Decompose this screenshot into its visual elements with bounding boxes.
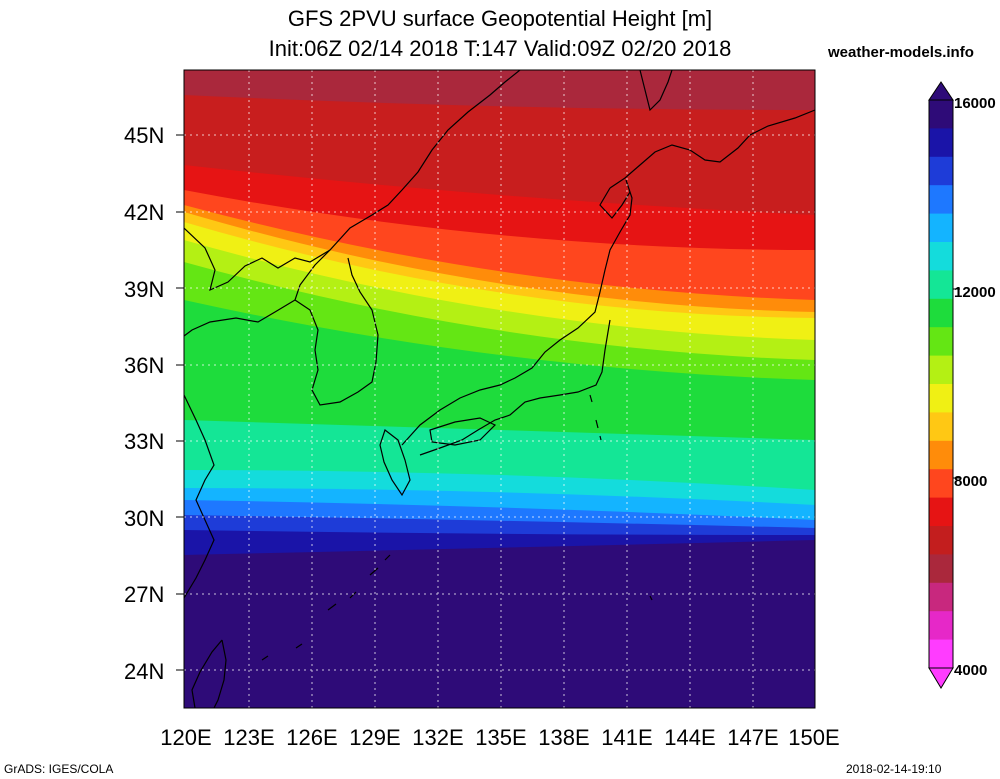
- coast-taiwan: [191, 639, 227, 708]
- coast-shikoku: [429, 417, 497, 446]
- lat-label: 39N: [124, 277, 164, 302]
- coast-ryukyu: [261, 554, 391, 661]
- lon-label: 129E: [349, 725, 400, 750]
- colorbar-segment: [929, 412, 953, 442]
- colorbar-segment: [929, 611, 953, 641]
- lon-label: 147E: [727, 725, 778, 750]
- lat-axis: 45N 42N 39N 36N 33N 30N 27N 24N: [124, 123, 184, 684]
- lon-label: 120E: [160, 725, 211, 750]
- colorbar-segment: [929, 156, 953, 186]
- lat-label: 42N: [124, 200, 164, 225]
- colorbar-segment: [929, 128, 953, 158]
- colorbar-segment: [929, 298, 953, 328]
- colorbar-segment: [929, 497, 953, 527]
- map-frame: [183, 69, 816, 709]
- colorbar-segment: [929, 270, 953, 300]
- colorbar-segment: [929, 213, 953, 243]
- lon-label: 135E: [475, 725, 526, 750]
- colorbar-segment: [929, 355, 953, 385]
- lat-label: 45N: [124, 123, 164, 148]
- lon-axis: 120E 123E 126E 129E 132E 135E 138E 141E …: [160, 725, 839, 750]
- colorbar-label: 12000: [954, 284, 996, 301]
- field-plot: [184, 70, 815, 708]
- lon-label: 141E: [601, 725, 652, 750]
- colorbar-segment: [929, 242, 953, 271]
- lon-label: 123E: [223, 725, 274, 750]
- footer-timestamp: 2018-02-14-19:10: [846, 762, 942, 776]
- field-band: [184, 540, 815, 708]
- lon-label: 132E: [412, 725, 463, 750]
- coastlines: [184, 70, 815, 708]
- coast-sakhalin: [639, 70, 673, 112]
- colorbar-segment: [929, 185, 953, 215]
- coast-kyushu: [379, 429, 411, 497]
- colorbar-segment: [929, 100, 953, 129]
- lat-label: 33N: [124, 429, 164, 454]
- lat-label: 36N: [124, 353, 164, 378]
- lon-label: 126E: [286, 725, 337, 750]
- colorbar-segment: [929, 554, 953, 584]
- colorbar-min-arrow: [928, 667, 954, 689]
- lat-label: 24N: [124, 659, 164, 684]
- coast-china-east: [184, 299, 296, 599]
- colorbar-segment: [929, 639, 953, 669]
- colorbar-label: 16000: [954, 95, 996, 112]
- colorbar-label: 4000: [954, 662, 987, 679]
- colorbar-segment: [929, 469, 953, 499]
- colorbar-segment: [929, 440, 953, 470]
- coast-hokkaido: [599, 109, 815, 219]
- colorbar-label: 8000: [954, 473, 987, 490]
- lon-label: 138E: [538, 725, 589, 750]
- colorbar-segment: [929, 384, 953, 413]
- colorbar: [928, 99, 960, 669]
- lat-label: 30N: [124, 506, 164, 531]
- lon-label: 150E: [788, 725, 839, 750]
- site-credit: weather-models.info: [828, 44, 974, 61]
- map-subtitle: Init:06Z 02/14 2018 T:147 Valid:09Z 02/2…: [268, 36, 732, 61]
- colorbar-segment: [929, 582, 953, 612]
- coast-asia-mainland: [184, 70, 521, 292]
- map-gridlines: [184, 70, 815, 708]
- colorbar-segment: [929, 327, 953, 357]
- coast-honshu: [401, 179, 633, 446]
- map-title: GFS 2PVU surface Geopotential Height [m]: [287, 6, 713, 31]
- lat-label: 27N: [124, 582, 164, 607]
- coast-izu: [589, 394, 653, 601]
- colorbar-segment: [929, 526, 953, 555]
- coast-honshu-south: [419, 319, 611, 456]
- footer-credit: GrADS: IGES/COLA: [4, 762, 114, 776]
- colorbar-max-arrow: [928, 81, 954, 101]
- lon-label: 144E: [664, 725, 715, 750]
